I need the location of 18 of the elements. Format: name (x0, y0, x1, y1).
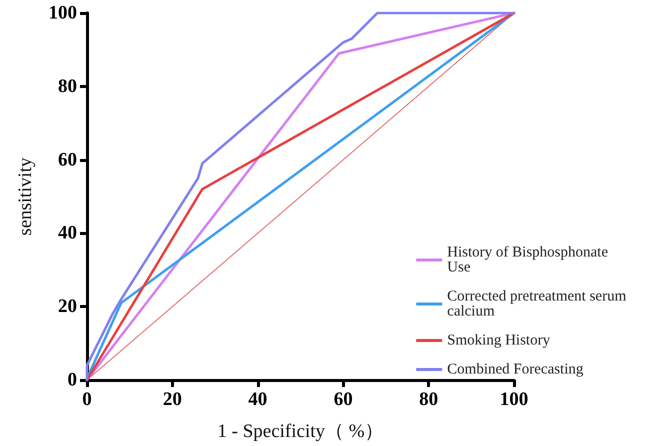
x-tick-label: 0 (82, 389, 92, 410)
x-tick-label: 60 (334, 389, 353, 410)
y-tick-label: 0 (68, 370, 77, 390)
y-tick-label: 20 (58, 296, 77, 318)
x-tick-label: 100 (500, 389, 528, 410)
x-tick-label: 80 (419, 389, 438, 410)
x-tick-label: 40 (248, 389, 268, 410)
x-tick-label: 20 (162, 389, 182, 410)
legend-label: Corrected pretreatment serum calcium (447, 288, 630, 320)
y-tick-label: 100 (48, 2, 77, 24)
y-tick-label: 40 (58, 222, 77, 244)
legend-label: History of Bisphosphonate Use (447, 244, 612, 276)
y-tick-label: 60 (58, 149, 77, 170)
legend-label: Smoking History (447, 332, 551, 348)
legend-label: Combined Forecasting (447, 362, 584, 378)
x-axis-title: 1 - Specificity（ %） (217, 421, 384, 442)
y-axis-title: sensitivity (15, 156, 36, 236)
y-tick-label: 80 (58, 76, 77, 97)
